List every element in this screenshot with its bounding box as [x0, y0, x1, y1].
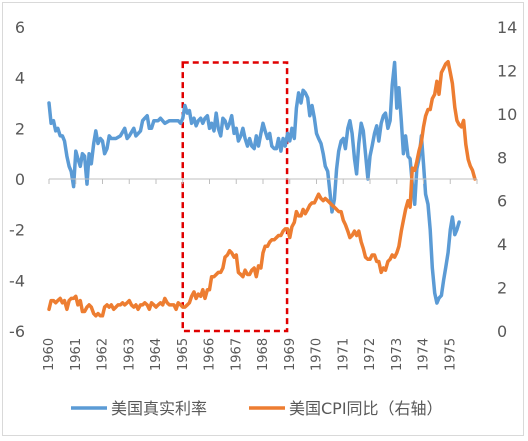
left-y-tick-label: -6: [9, 322, 25, 341]
left-y-tick-label: 4: [15, 69, 25, 88]
x-tick-label: 1972: [363, 338, 378, 371]
x-tick-label: 1970: [310, 338, 325, 371]
left-y-tick-label: 0: [15, 170, 25, 189]
x-tick-label: 1969: [283, 338, 298, 371]
right-y-tick-label: 12: [497, 61, 517, 80]
right-y-tick-label: 2: [497, 279, 507, 298]
right-y-tick-label: 14: [497, 18, 517, 37]
right-y-tick-label: 6: [497, 192, 507, 211]
left-y-tick-label: 2: [15, 119, 25, 138]
legend-label-cpi: 美国CPI同比（右轴）: [289, 399, 443, 418]
right-y-tick-label: 10: [497, 105, 517, 124]
series-line-real-rate: [47, 60, 461, 305]
series-line-cpi: [47, 59, 477, 318]
x-tick-label: 1962: [96, 338, 111, 371]
left-y-tick-label: -2: [9, 221, 25, 240]
left-y-tick-label: 6: [15, 18, 25, 37]
left-y-axis: 6 4 2 0 -2 -4 -6: [9, 18, 25, 341]
x-tick-label: 1961: [69, 338, 84, 371]
x-tick-label: 1967: [229, 338, 244, 371]
right-y-axis: 14 12 10 8 6 4 2 0: [497, 18, 517, 341]
x-tick-label: 1975: [443, 338, 458, 371]
x-tick-label: 1973: [390, 338, 405, 371]
right-y-tick-label: 8: [497, 148, 507, 167]
left-y-tick-label: -4: [9, 271, 25, 290]
x-tick-label: 1966: [203, 338, 218, 371]
x-tick-label: 1964: [149, 338, 164, 371]
x-tick-label: 1974: [417, 338, 432, 371]
x-axis: 1960 1961 1962 1963 1964 1965 1966 1967 1968 1969…: [42, 178, 478, 371]
x-tick-label: 1965: [176, 338, 191, 371]
right-y-tick-label: 4: [497, 235, 507, 254]
right-y-tick-label: 0: [497, 322, 507, 341]
plot-area: [47, 59, 477, 333]
x-tick-label: 1968: [256, 338, 271, 371]
chart-frame: 6 4 2 0 -2 -4 -6 14 12 10 8 6 4 2 0 1960 1961 1962 1963 1…: [2, 2, 524, 436]
x-tick-label: 1971: [336, 338, 351, 371]
x-tick-label: 1960: [42, 338, 57, 371]
x-tick-label: 1963: [122, 338, 137, 371]
legend-label-real-rate: 美国真实利率: [111, 399, 207, 418]
legend: 美国真实利率 美国CPI同比（右轴）: [71, 399, 443, 418]
highlight-box: [181, 61, 289, 333]
